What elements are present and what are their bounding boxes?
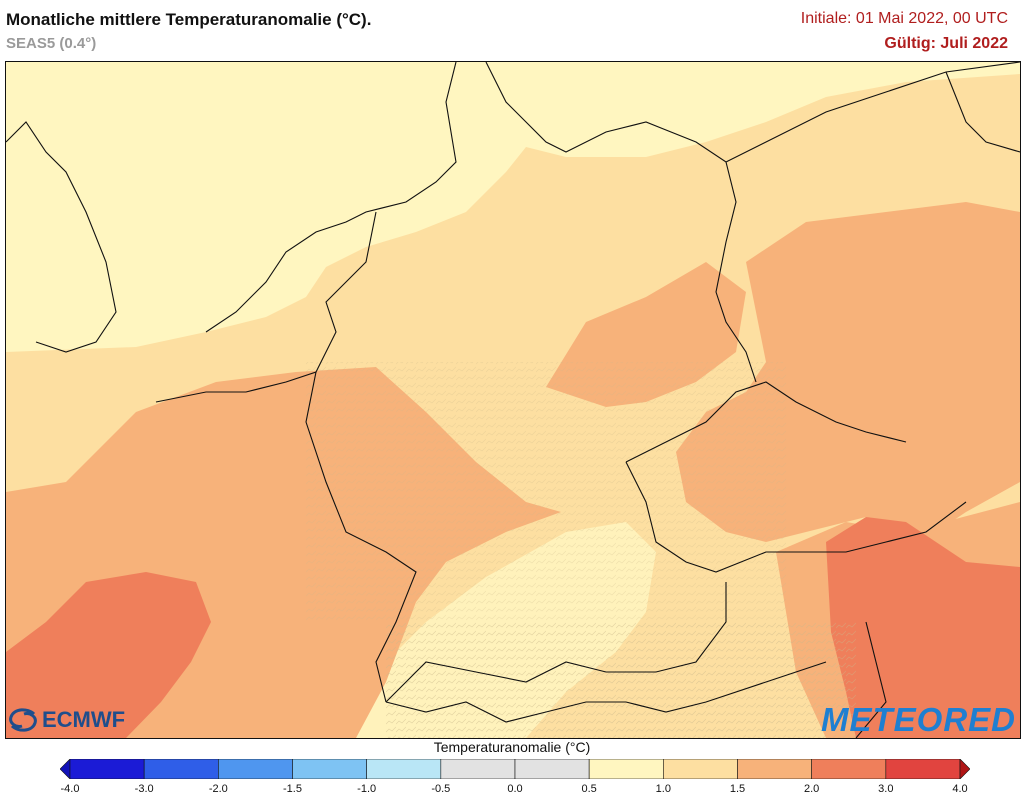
scale-segment: [440, 759, 516, 779]
scale-segment: [885, 759, 961, 779]
color-scale-bar: [60, 759, 970, 779]
scale-tick-label: -1.0: [357, 783, 377, 795]
temperature-anomaly-map: [5, 61, 1021, 739]
scale-tick-label: 0.0: [507, 783, 523, 795]
scale-high-arrow: [959, 759, 970, 779]
scale-tick-label: -4.0: [60, 783, 80, 795]
model-subtitle: SEAS5 (0.4°): [6, 35, 97, 52]
anomaly-region-0-5-to-1-0: [6, 62, 1020, 352]
map-title: Monatliche mittlere Temperaturanomalie (…: [6, 10, 372, 29]
scale-tick-label: 4.0: [952, 783, 968, 795]
anomaly-region-2-0-to-3-0-southeast: [826, 517, 1020, 738]
country-borders: [6, 62, 1020, 738]
ecmwf-logo-text: ECMWF: [42, 707, 126, 732]
scale-low-arrow: [60, 759, 71, 779]
scale-tick-label: 2.0: [804, 783, 820, 795]
ecmwf-logo: ECMWF: [8, 707, 125, 733]
scale-segment: [218, 759, 293, 779]
scale-tick-label: 3.0: [878, 783, 894, 795]
scale-tick-label: 1.5: [729, 783, 746, 795]
ecmwf-swirl-icon: [8, 708, 38, 732]
scale-segment: [514, 759, 590, 779]
scale-segment: [663, 759, 738, 779]
scale-segment: [588, 759, 664, 779]
scale-tick-label: -3.0: [134, 783, 154, 795]
scale-tick-label: -0.5: [431, 783, 451, 795]
scale-segment: [69, 759, 145, 779]
scale-segment: [811, 759, 887, 779]
scale-segment: [292, 759, 367, 779]
anomaly-region-2-0-to-3-0-southwest: [6, 572, 211, 738]
scale-tick-label: 0.5: [581, 783, 597, 795]
scale-tick-label: 1.0: [655, 783, 671, 795]
upland-relief: [306, 362, 786, 622]
scale-tick-label: -1.5: [283, 783, 302, 795]
scale-segment: [737, 759, 812, 779]
alpine-relief: [386, 622, 856, 738]
valid-period: Gültig: Juli 2022: [884, 35, 1008, 52]
scale-tick-label: -2.0: [208, 783, 228, 795]
scale-segment: [143, 759, 219, 779]
legend-title: Temperaturanomalie (°C): [433, 739, 591, 755]
scale-segment: [366, 759, 442, 779]
meteored-logo: METEORED: [820, 701, 1016, 738]
initialization-time: Initiale: 01 Mai 2022, 00 UTC: [800, 10, 1008, 27]
